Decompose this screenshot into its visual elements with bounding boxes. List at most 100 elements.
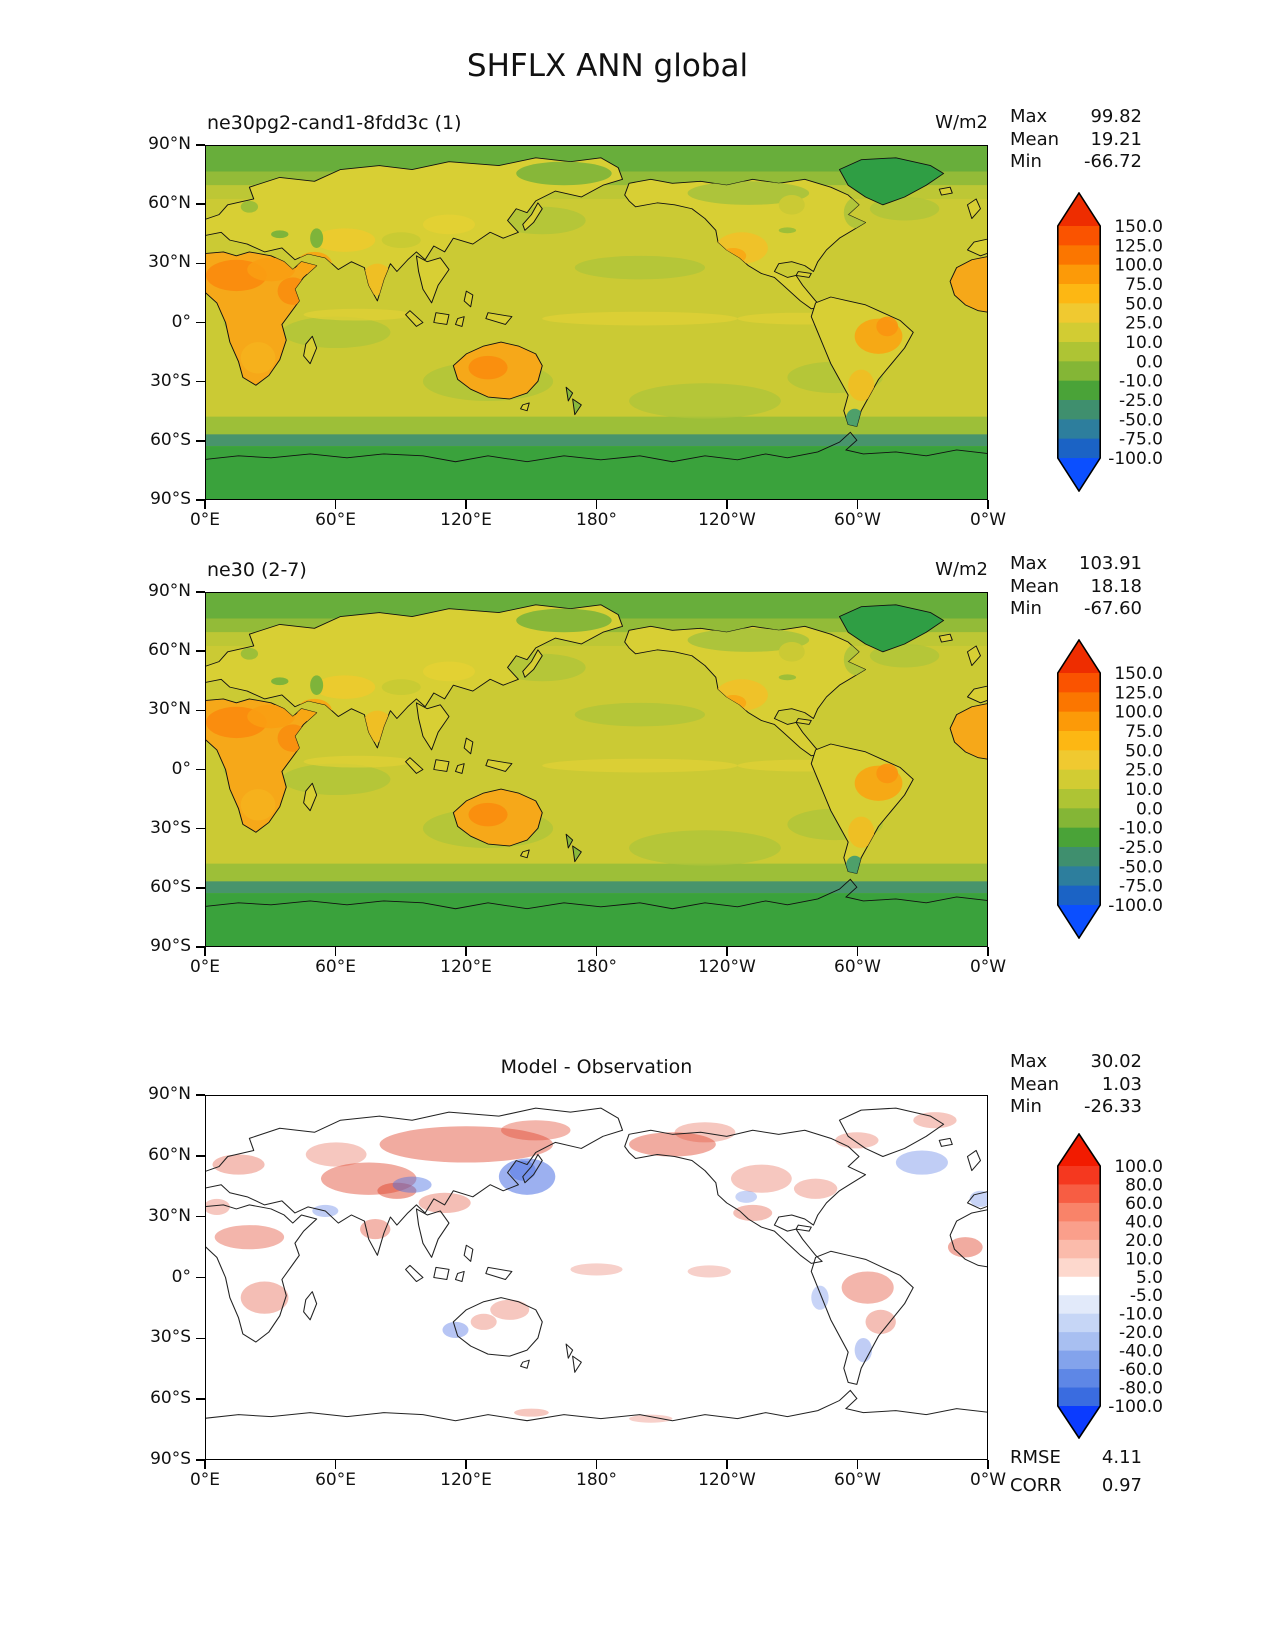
lat-tick-mark <box>196 499 205 501</box>
lat-tick-label: 30°S <box>150 1327 191 1348</box>
colorbar-band <box>1057 322 1101 343</box>
colorbar-band <box>1057 284 1101 304</box>
colorbar-band <box>1057 1350 1101 1370</box>
rmse-row: RMSE 4.11 <box>1010 1444 1142 1472</box>
positive-difference-blob <box>674 1122 736 1143</box>
lat-tick-mark <box>196 1276 205 1279</box>
lake <box>271 230 289 239</box>
colorbar-band <box>1057 400 1101 420</box>
land-climate-overlay <box>422 661 476 682</box>
stat-max-label: Max <box>1010 1051 1048 1072</box>
positive-difference-blob <box>629 1414 673 1423</box>
land-climate-overlay <box>516 161 612 186</box>
landmass-iceland <box>938 633 953 643</box>
colorbar-tick-label: 150.0 <box>1114 217 1163 237</box>
negative-difference-blobs <box>312 1150 987 1363</box>
lat-tick-label: 30°N <box>148 1205 191 1226</box>
lon-tick-label: 60°E <box>315 957 356 977</box>
positive-difference-blob <box>793 1178 838 1199</box>
colorbar-band <box>1057 264 1101 285</box>
lat-tick-mark <box>196 887 205 889</box>
colorbar-above-wedge <box>1057 1134 1101 1166</box>
stat-mean-value: 18.18 <box>1090 575 1142 597</box>
colorbar-band <box>1057 1313 1101 1333</box>
landmass-new-guinea <box>485 759 513 772</box>
colorbar: 150.0125.0100.075.050.025.010.00.0-10.0-… <box>1057 191 1163 493</box>
landmass-new-guinea <box>485 312 513 325</box>
colorbar-band <box>1057 380 1101 401</box>
lon-tick-label: 0°E <box>189 510 221 530</box>
colorbar-band <box>1057 866 1101 887</box>
colorbar-tick-label: -10.0 <box>1119 372 1163 392</box>
landmass-sumatra <box>405 310 424 327</box>
positive-difference-blob <box>206 1198 230 1215</box>
colorbar-band <box>1057 711 1101 732</box>
landmass-japan <box>522 202 543 231</box>
colorbar-tick-label: 100.0 <box>1114 1157 1163 1177</box>
lat-tick-mark <box>196 768 205 771</box>
stat-max-value: 99.82 <box>1090 106 1142 127</box>
lon-tick-label: 180° <box>576 1470 617 1490</box>
world-map-svg <box>206 593 987 946</box>
colorbar-tick-label: -75.0 <box>1119 877 1163 897</box>
colorbar-outline <box>1057 191 1101 493</box>
lat-tick-label: 0° <box>171 758 191 779</box>
lat-tick-label: 90°S <box>150 489 191 509</box>
lon-tick-mark <box>856 500 859 509</box>
coastline-new-zealand <box>565 1343 582 1373</box>
stat-mean-value: 1.03 <box>1101 1073 1142 1095</box>
stat-mean-label: Mean <box>1010 575 1060 597</box>
colorbar-band <box>1057 438 1101 459</box>
colorbar-band <box>1057 1184 1101 1204</box>
panel2-stats: Max 103.91 Mean 18.18 Min -67.60 <box>1010 553 1142 621</box>
colorbar-tick-label: 25.0 <box>1125 761 1163 781</box>
colorbar-tick-label: -60.0 <box>1119 1360 1163 1380</box>
difference-metrics: RMSE 4.11 CORR 0.97 <box>1010 1444 1142 1500</box>
colorbar-band <box>1057 1166 1101 1185</box>
colorbar-tick-label: 150.0 <box>1114 664 1163 684</box>
colorbar-band <box>1057 1221 1101 1241</box>
negative-difference-blob <box>392 1176 432 1193</box>
landmass-borneo <box>433 312 450 325</box>
positive-difference-blob <box>570 1263 623 1276</box>
colorbar-tick-label: -80.0 <box>1119 1379 1163 1399</box>
colorbar-tick-label: 10.0 <box>1125 1249 1163 1269</box>
stat-min-row: Min -67.60 <box>1010 598 1142 621</box>
negative-difference-blob <box>895 1150 948 1175</box>
landmass-madagascar <box>303 782 318 812</box>
lat-tick-label: 60°S <box>150 1388 191 1409</box>
colorbar-band <box>1057 1239 1101 1259</box>
colorbar-difference: 100.0 80.0 60.0 40.0 20.0 10.0 5.0 -5.0 -10.0 -20… <box>1057 1132 1217 1443</box>
colorbar-tick-label: -20.0 <box>1119 1323 1163 1343</box>
colorbar-tick-label: -100.0 <box>1108 896 1163 916</box>
lon-tick-label: 120°W <box>698 957 756 977</box>
positive-difference-blob <box>501 1120 571 1141</box>
land-climate-overlay <box>381 679 421 695</box>
land-climate-overlay <box>247 704 295 729</box>
ocean-green-patch <box>281 316 391 348</box>
colorbar-band <box>1057 342 1101 362</box>
positive-difference-blob <box>733 1204 773 1222</box>
coastline-new-guinea <box>485 1266 513 1281</box>
landmass-new-zealand <box>565 833 582 863</box>
positive-difference-blob <box>379 1126 554 1163</box>
lat-tick-label: 0° <box>171 311 191 332</box>
positive-difference-blob <box>377 1182 417 1199</box>
world-map-model1 <box>205 145 988 500</box>
lat-tick-label: 90°N <box>148 581 191 601</box>
coastline-iberia <box>966 1191 987 1210</box>
colorbar-tick-label: 80.0 <box>1125 1175 1163 1195</box>
land-climate-overlay <box>687 181 810 205</box>
ocean-green-patch <box>629 383 781 419</box>
lon-tick-mark <box>465 1460 467 1469</box>
coastline-tasmania <box>520 1359 530 1369</box>
colorbar-tick-label: -50.0 <box>1119 857 1163 877</box>
land-climate-overlay <box>848 369 875 401</box>
landmass-greenland <box>838 157 945 206</box>
stat-min-row: Min -66.72 <box>1010 151 1142 174</box>
stat-min-row: Min -26.33 <box>1010 1096 1142 1119</box>
southern-ocean-band <box>206 863 987 882</box>
colorbar-tick-label: 0.0 <box>1136 352 1163 372</box>
land-climate-overlay <box>468 355 508 380</box>
landmass-cuba <box>795 271 812 278</box>
